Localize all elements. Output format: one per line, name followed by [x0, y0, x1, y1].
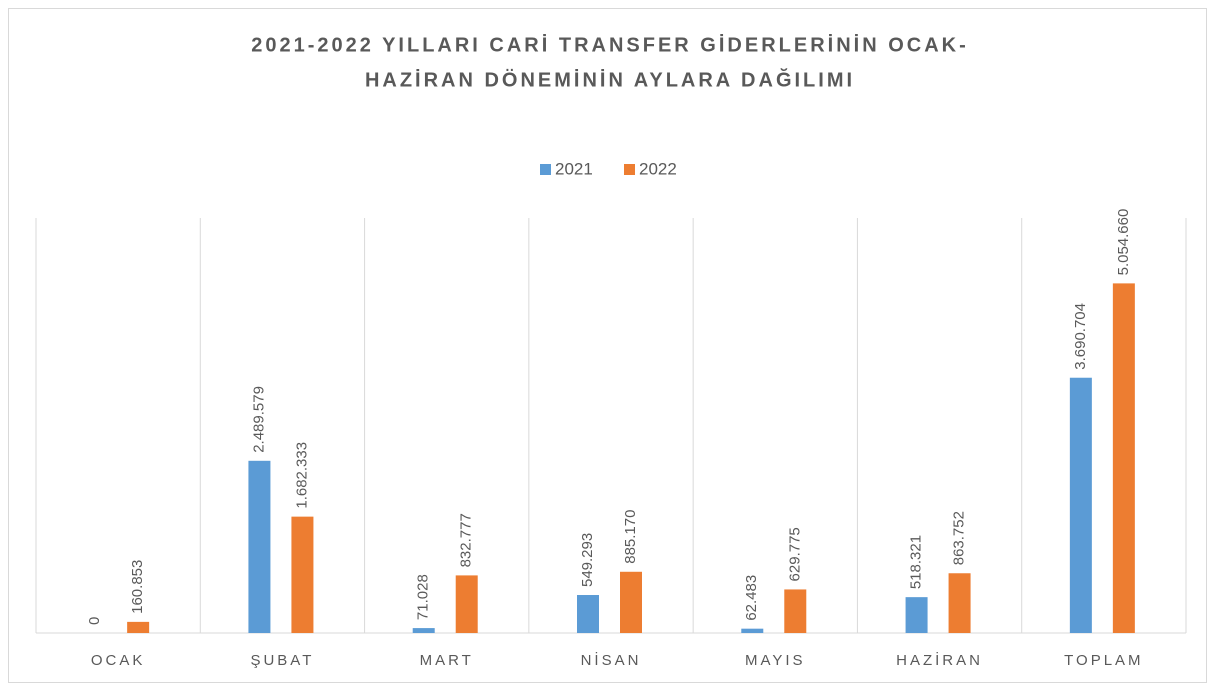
bar [248, 460, 271, 633]
bar [455, 575, 478, 633]
bar [1069, 377, 1092, 633]
legend-label: 2022 [639, 159, 677, 178]
x-tick-label: MART [420, 652, 474, 669]
data-label: 629.775 [786, 527, 803, 581]
data-label: 885.170 [622, 510, 639, 564]
bar [741, 628, 764, 633]
bar [620, 571, 642, 633]
bar [412, 628, 435, 633]
legend-swatch [624, 164, 635, 175]
data-label: 5.054.660 [1115, 209, 1132, 276]
data-label: 160.853 [129, 560, 146, 614]
chart-subtitle: HAZİRAN DÖNEMİNİN AYLARA DAĞILIMI [365, 67, 855, 91]
data-label: 2.489.579 [250, 386, 267, 453]
x-tick-label: TOPLAM [1064, 652, 1143, 669]
data-label: 863.752 [951, 511, 968, 565]
x-tick-label: HAZİRAN [896, 651, 983, 669]
bar [948, 573, 971, 633]
data-label: 518.321 [908, 535, 925, 589]
legend-swatch [540, 164, 551, 175]
data-label: 71.028 [415, 574, 432, 620]
bar [905, 597, 928, 633]
x-tick-label: ŞUBAT [250, 652, 314, 669]
legend-label: 2021 [555, 159, 593, 178]
bar [1112, 283, 1135, 633]
data-label: 832.777 [458, 513, 475, 567]
data-label: 0 [86, 617, 103, 625]
x-tick-label: NİSAN [581, 651, 642, 669]
chart-title: 2021-2022 YILLARI CARİ TRANSFER GİDERLER… [251, 33, 969, 56]
x-tick-label: OCAK [91, 652, 146, 669]
bar [127, 621, 150, 633]
chart-frame [8, 8, 1207, 683]
x-tick-label: MAYIS [745, 652, 806, 669]
data-label: 3.690.704 [1072, 303, 1089, 370]
bar [784, 589, 807, 633]
data-label: 549.293 [579, 533, 596, 587]
data-label: 62.483 [743, 575, 760, 621]
bar [291, 516, 314, 633]
data-label: 1.682.333 [293, 442, 310, 509]
bar [577, 595, 599, 633]
